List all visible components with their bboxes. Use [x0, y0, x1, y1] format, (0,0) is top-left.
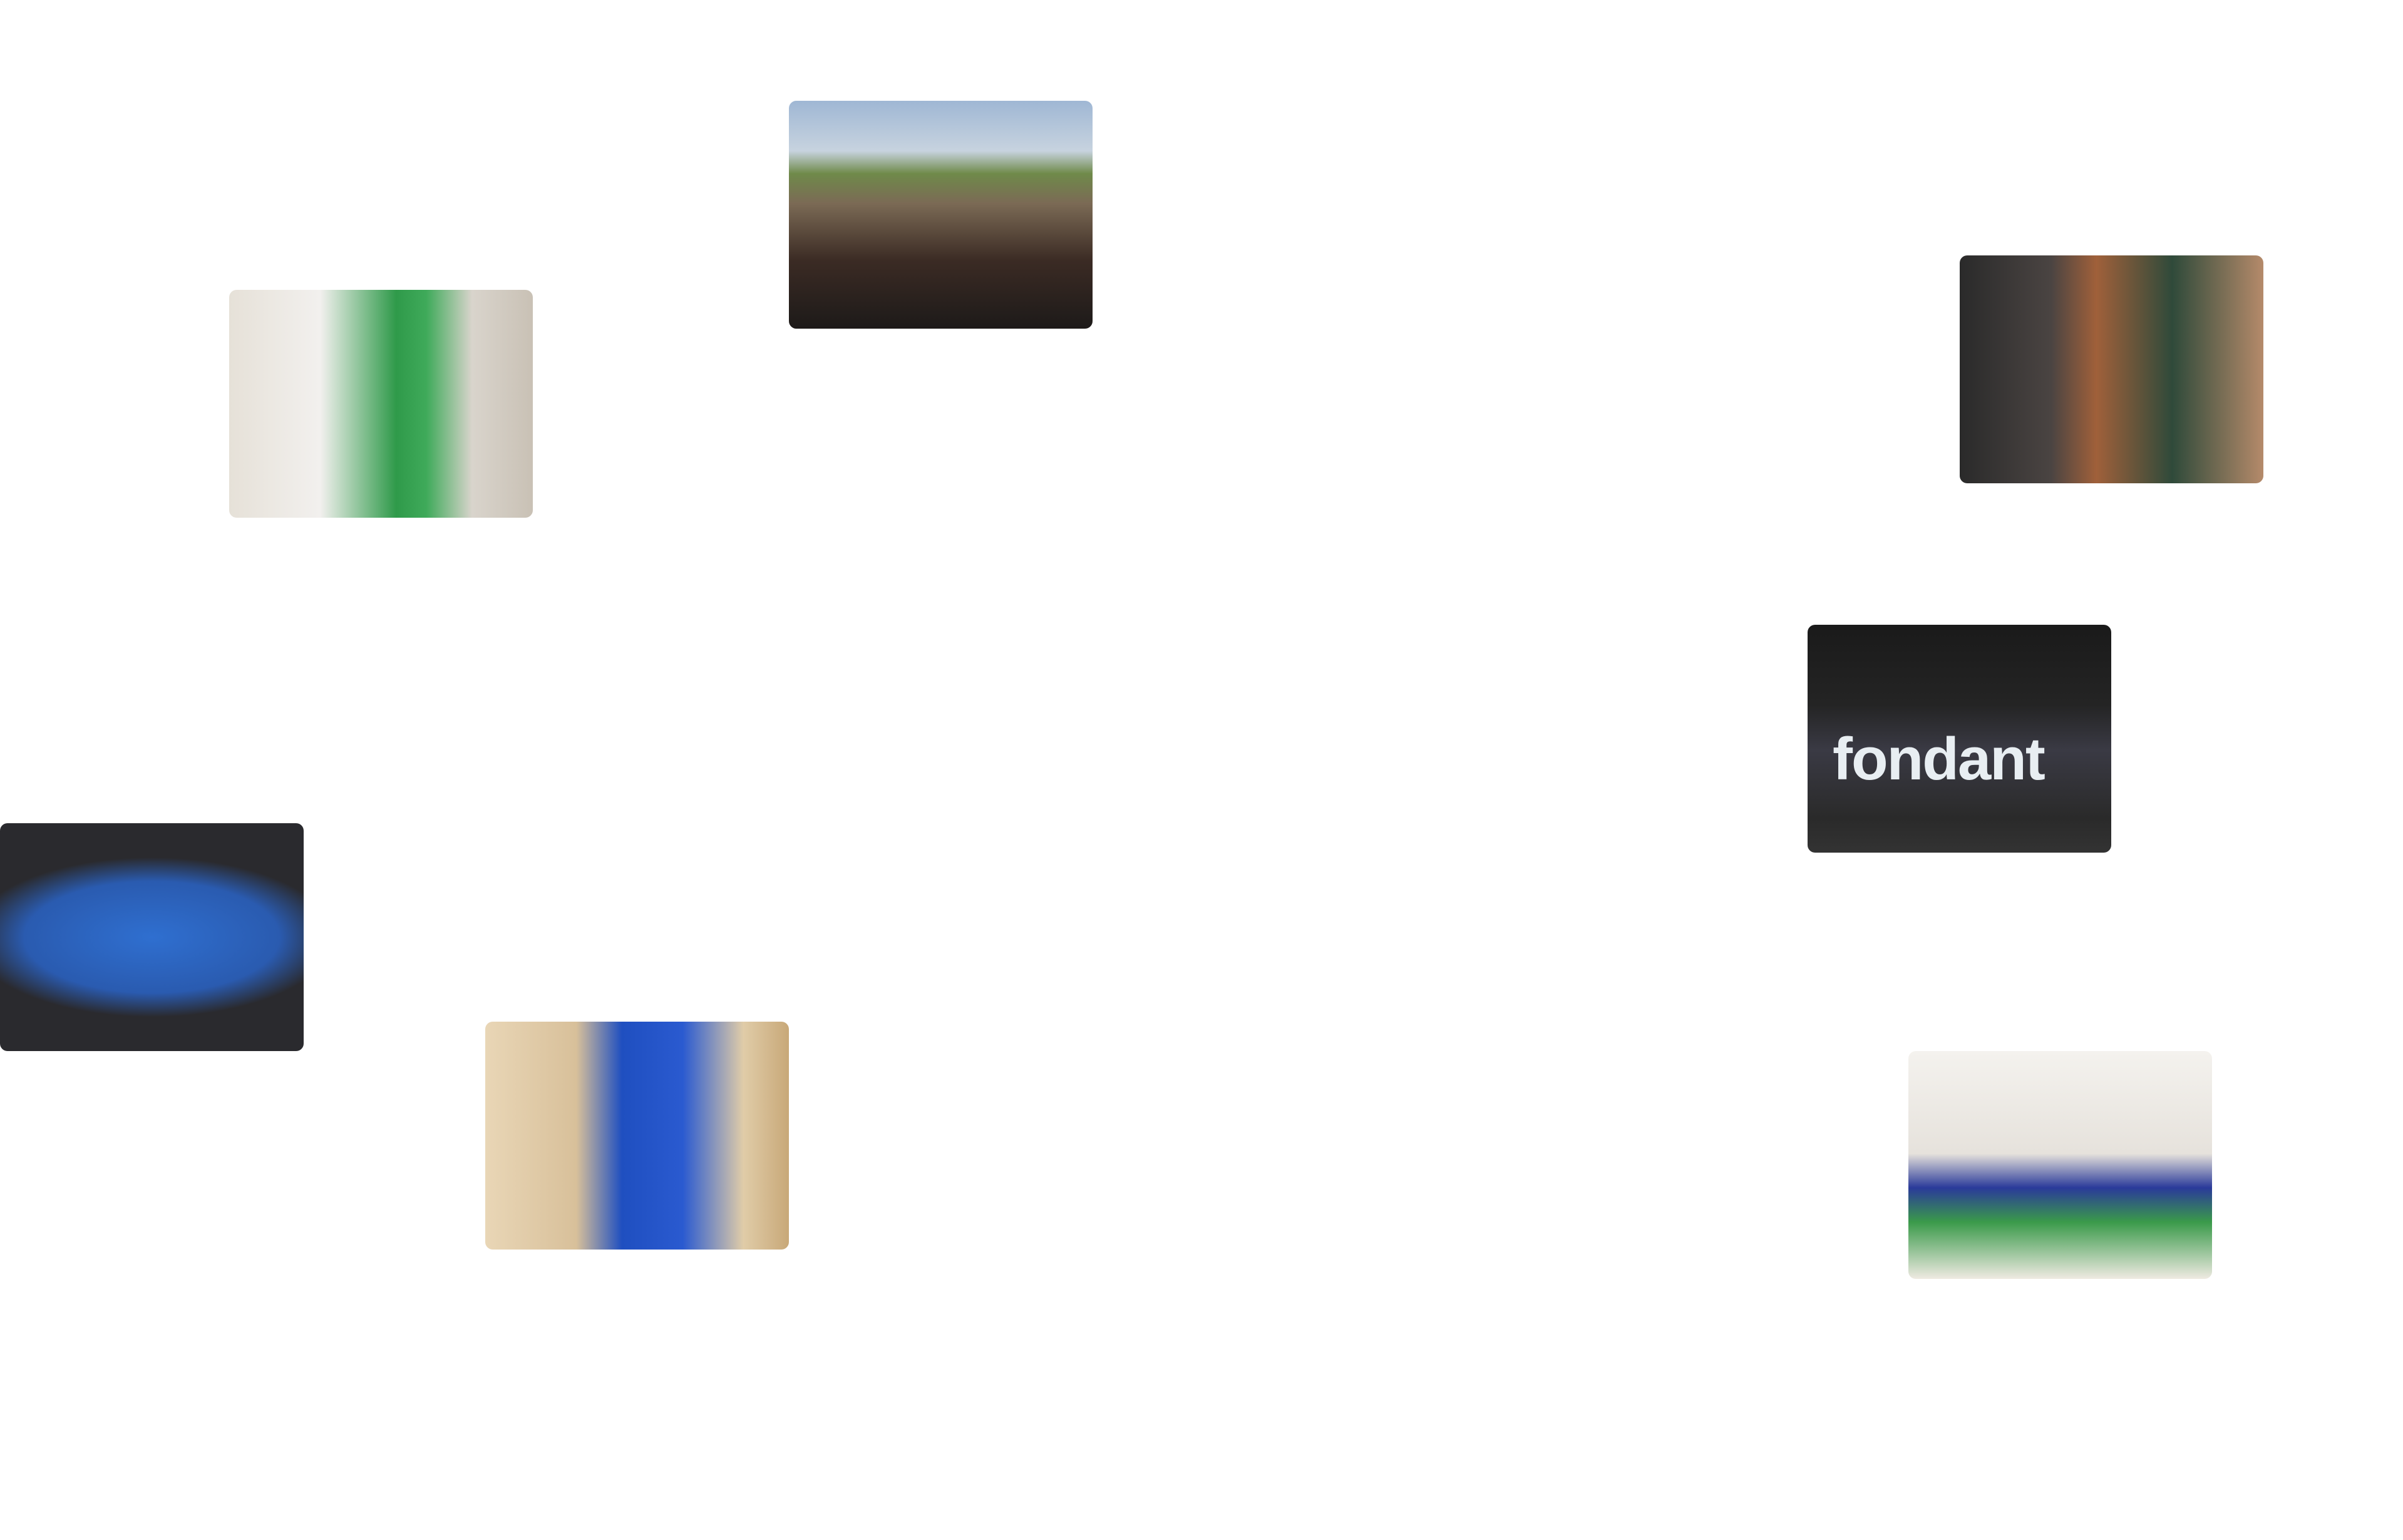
photo[interactable] [229, 290, 533, 518]
photo[interactable] [1908, 1051, 2212, 1279]
photo[interactable]: fondant [1808, 625, 2111, 853]
sign-text: fondant [1833, 726, 2045, 793]
photo[interactable] [0, 823, 304, 1051]
photo[interactable] [485, 1022, 789, 1250]
photo[interactable] [1960, 255, 2263, 483]
photo[interactable] [789, 101, 1093, 329]
